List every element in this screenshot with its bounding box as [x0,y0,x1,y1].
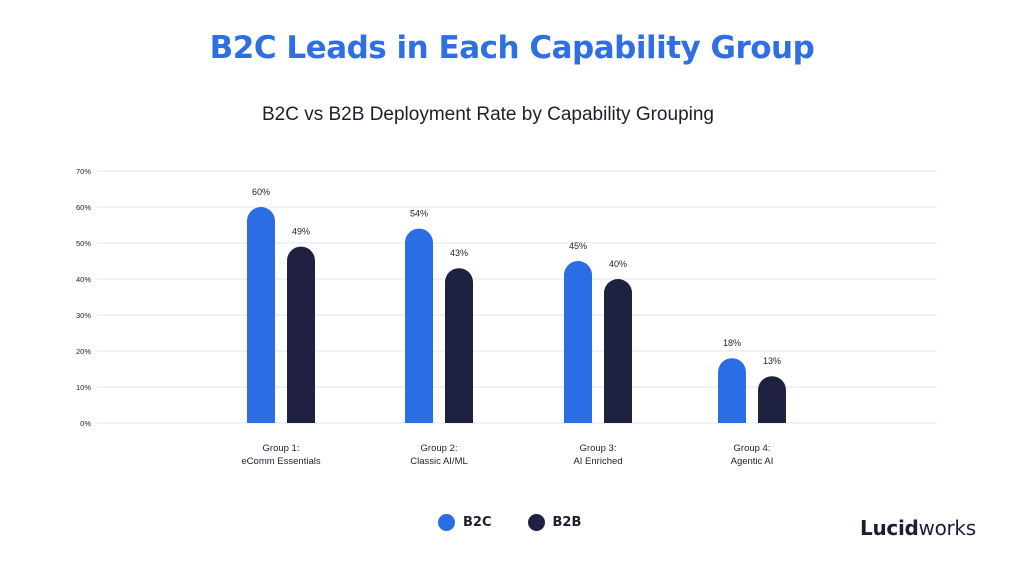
legend-item-b2b: B2B [527,514,582,531]
data-label-b2c: 18% [723,338,741,348]
bar-b2b [445,268,473,423]
y-tick-label: 60% [76,203,91,212]
bar-b2c [405,228,434,423]
chart-legend: B2C B2B [438,514,617,531]
bar-b2b [758,376,786,423]
legend-swatch-b2b-icon [527,514,545,531]
x-category-label: Group 1: [263,443,300,454]
bar-b2b [604,279,632,423]
x-category-label: Classic AI/ML [410,456,468,467]
legend-label-b2b: B2B [552,515,582,530]
x-category-label: Group 4: [734,443,771,454]
y-tick-label: 40% [76,275,91,284]
y-tick-label: 0% [80,419,91,428]
x-category-label: Group 2: [421,443,458,454]
bar-b2c [247,207,275,423]
y-tick-label: 70% [76,167,91,176]
brand-part-2: works [918,516,977,540]
data-label-b2b: 49% [292,227,310,237]
lucidworks-logo: Lucidworks [860,516,976,540]
page-headline: B2C Leads in Each Capability Group [209,30,815,66]
y-tick-label: 50% [76,239,91,248]
x-category-label: eComm Essentials [241,456,320,467]
bar-b2b [287,246,315,423]
bar-b2c [718,358,746,423]
legend-label-b2c: B2C [463,515,492,530]
data-label-b2b: 40% [609,259,627,269]
x-category-label: Agentic AI [731,456,774,467]
legend-swatch-b2c-icon [438,514,455,531]
x-category-label: AI Enriched [573,456,622,467]
chart-title: B2C vs B2B Deployment Rate by Capability… [261,104,714,125]
data-label-b2c: 45% [569,241,587,251]
data-label-b2c: 60% [252,187,270,197]
legend-item-b2c: B2C [438,514,492,531]
data-label-b2c: 54% [410,209,428,219]
brand-part-1: Lucid [860,516,919,540]
y-tick-label: 30% [76,311,91,320]
data-label-b2b: 43% [450,248,468,258]
data-label-b2b: 13% [763,356,781,366]
y-tick-label: 20% [76,347,91,356]
y-tick-label: 10% [76,383,91,392]
x-category-label: Group 3: [580,443,617,454]
bar-b2c [564,261,592,423]
